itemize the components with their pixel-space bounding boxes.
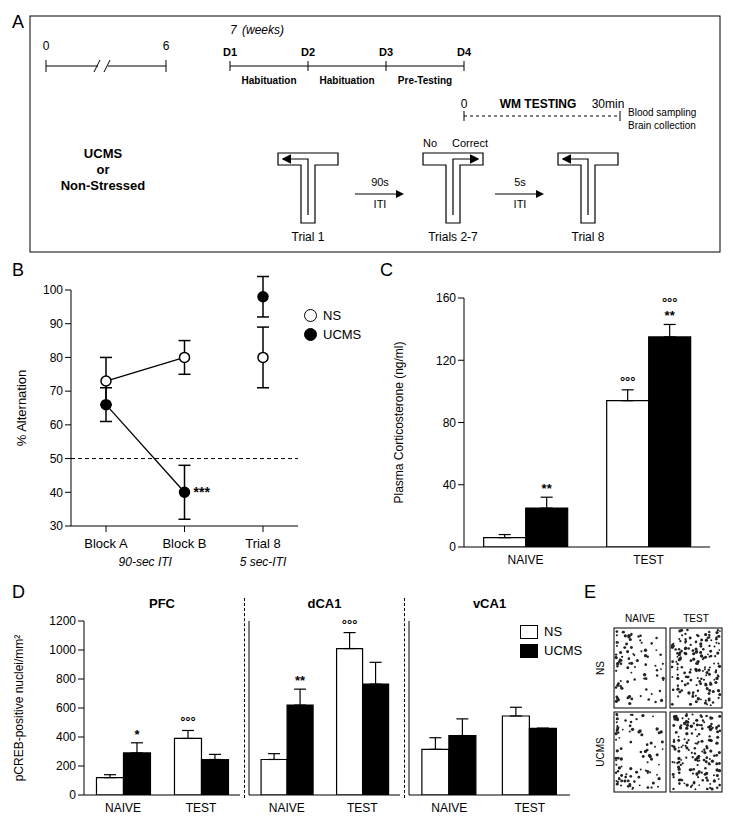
svg-text:60: 60 xyxy=(50,418,64,432)
html-text:UCMS: UCMS xyxy=(323,327,362,342)
svg-text:D2: D2 xyxy=(301,46,315,58)
svg-text:NAIVE: NAIVE xyxy=(507,553,543,567)
svg-text:Habituation: Habituation xyxy=(242,75,297,86)
svg-text:0: 0 xyxy=(43,39,50,53)
svg-text:160: 160 xyxy=(436,291,456,305)
svg-text:Trials 2-7: Trials 2-7 xyxy=(428,230,478,244)
html-text:NS: NS xyxy=(323,308,342,323)
html-text:B: B xyxy=(12,260,24,280)
svg-text:Pre-Testing: Pre-Testing xyxy=(398,75,452,86)
svg-text:NAIVE: NAIVE xyxy=(269,801,305,815)
html-text:C: C xyxy=(380,260,393,280)
svg-text:(weeks): (weeks) xyxy=(242,23,284,37)
svg-text:30: 30 xyxy=(50,519,64,533)
svg-text:600: 600 xyxy=(56,701,76,715)
svg-text:ITI: ITI xyxy=(374,198,387,210)
svg-text:Trial 1: Trial 1 xyxy=(292,230,325,244)
svg-text:90-sec ITI: 90-sec ITI xyxy=(119,555,173,569)
svg-text:Correct: Correct xyxy=(452,137,488,149)
svg-text:°°°: °°° xyxy=(620,374,636,389)
svg-text:120: 120 xyxy=(436,354,456,368)
svg-text:No: No xyxy=(423,137,437,149)
svg-text:UCMS: UCMS xyxy=(595,737,606,767)
svg-text:90: 90 xyxy=(50,317,64,331)
svg-text:WM TESTING: WM TESTING xyxy=(500,97,577,111)
svg-text:200: 200 xyxy=(56,759,76,773)
svg-text:% Alternation: % Alternation xyxy=(14,370,29,447)
svg-text:NAIVE: NAIVE xyxy=(431,801,467,815)
svg-text:A: A xyxy=(12,12,24,32)
svg-text:800: 800 xyxy=(56,672,76,686)
svg-text:400: 400 xyxy=(56,730,76,744)
svg-text:Brain collection: Brain collection xyxy=(628,120,696,131)
svg-text:5 sec-ITI: 5 sec-ITI xyxy=(240,555,287,569)
svg-text:pCREB-positive nuclei/mm²: pCREB-positive nuclei/mm² xyxy=(12,635,26,782)
svg-text:Non-Stressed: Non-Stressed xyxy=(61,178,146,193)
html-text:vCA1: vCA1 xyxy=(472,596,507,611)
html-text:PFC: PFC xyxy=(149,596,175,611)
svg-text:40: 40 xyxy=(50,486,64,500)
svg-text:0: 0 xyxy=(461,97,468,111)
svg-text:0: 0 xyxy=(69,788,76,802)
svg-text:°°°: °°° xyxy=(342,617,358,632)
svg-text:UCMS: UCMS xyxy=(84,146,123,161)
svg-text:ITI: ITI xyxy=(514,198,527,210)
svg-text:*: * xyxy=(134,727,140,742)
svg-text:Plasma Corticosterone (ng/ml): Plasma Corticosterone (ng/ml) xyxy=(392,341,406,503)
svg-text:**: ** xyxy=(665,308,676,323)
svg-text:°°°: °°° xyxy=(180,714,196,729)
svg-text:NAIVE: NAIVE xyxy=(625,613,655,624)
svg-text:D1: D1 xyxy=(223,46,237,58)
svg-text:80: 80 xyxy=(50,351,64,365)
svg-text:***: *** xyxy=(194,484,211,500)
svg-text:NAIVE: NAIVE xyxy=(105,801,141,815)
svg-text:or: or xyxy=(97,162,110,177)
svg-text:TEST: TEST xyxy=(633,553,664,567)
svg-text:1000: 1000 xyxy=(49,643,76,657)
svg-text:80: 80 xyxy=(443,416,457,430)
svg-text:D3: D3 xyxy=(379,46,393,58)
svg-text:0: 0 xyxy=(449,540,456,554)
svg-text:TEST: TEST xyxy=(683,613,709,624)
svg-text:50: 50 xyxy=(50,452,64,466)
svg-text:Trial 8: Trial 8 xyxy=(572,230,605,244)
svg-text:TEST: TEST xyxy=(186,801,217,815)
svg-text:40: 40 xyxy=(443,478,457,492)
svg-text:5s: 5s xyxy=(514,176,526,188)
svg-text:TEST: TEST xyxy=(514,801,545,815)
svg-text:Block B: Block B xyxy=(162,536,206,551)
svg-text:7: 7 xyxy=(230,23,238,37)
html-text:D: D xyxy=(12,582,25,602)
html-text:UCMS: UCMS xyxy=(544,643,583,658)
svg-text:1200: 1200 xyxy=(49,614,76,628)
svg-text:Block A: Block A xyxy=(84,536,128,551)
svg-text:**: ** xyxy=(295,673,306,688)
svg-text:90s: 90s xyxy=(371,176,389,188)
svg-text:D4: D4 xyxy=(457,46,472,58)
html-text:dCA1: dCA1 xyxy=(307,596,342,611)
svg-text:°°°: °°° xyxy=(662,295,678,310)
svg-text:NS: NS xyxy=(595,661,606,675)
svg-text:6: 6 xyxy=(163,39,170,53)
svg-text:30min: 30min xyxy=(592,97,625,111)
svg-text:70: 70 xyxy=(50,384,64,398)
svg-text:Blood sampling: Blood sampling xyxy=(628,107,696,118)
html-text:E: E xyxy=(584,582,596,602)
svg-text:100: 100 xyxy=(43,283,63,297)
svg-text:Habituation: Habituation xyxy=(320,75,375,86)
svg-text:TEST: TEST xyxy=(347,801,378,815)
svg-text:Trial 8: Trial 8 xyxy=(245,536,281,551)
svg-text:**: ** xyxy=(542,481,553,496)
html-text:NS: NS xyxy=(544,624,563,639)
